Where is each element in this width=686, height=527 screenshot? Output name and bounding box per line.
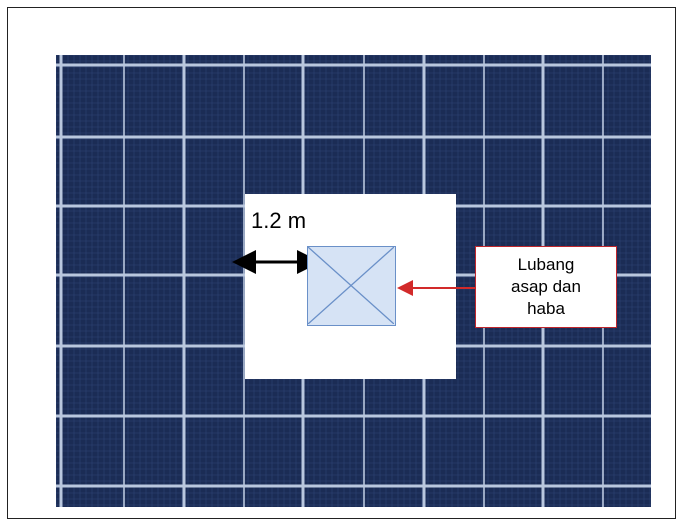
- vent-cross-icon: [308, 247, 394, 324]
- clearance-dimension-label: 1.2 m: [251, 208, 307, 233]
- vent-callout-label: Lubang asap dan haba: [511, 255, 581, 318]
- vent-callout-box: Lubang asap dan haba: [475, 246, 617, 328]
- smoke-heat-vent: [307, 246, 396, 326]
